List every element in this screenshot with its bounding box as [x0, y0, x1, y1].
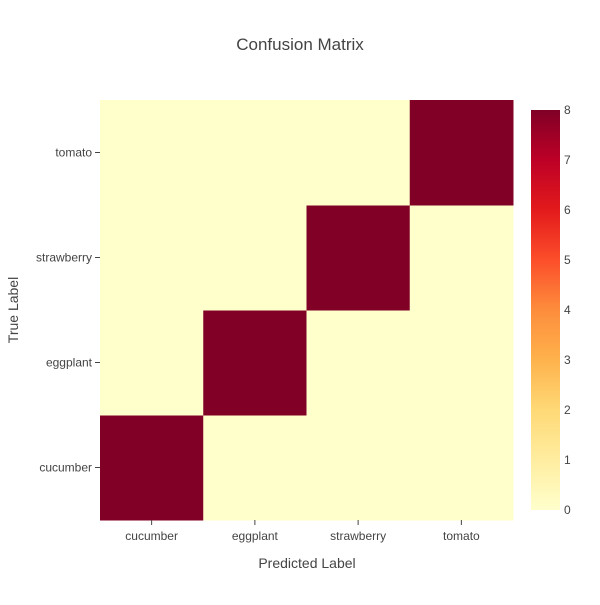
x-tick-label: strawberry	[330, 529, 386, 543]
heatmap-cell-eggplant-eggplant	[203, 310, 307, 416]
y-tick-label: strawberry	[36, 251, 92, 265]
colorbar	[531, 110, 560, 510]
heatmap-cell-tomato-cucumber	[100, 100, 204, 206]
colorbar-tick-label: 1	[564, 453, 571, 467]
chart-title: Confusion Matrix	[236, 35, 364, 54]
heatmap-cell-eggplant-cucumber	[100, 310, 204, 416]
y-tick-label: tomato	[55, 146, 92, 160]
colorbar-tick-label: 5	[564, 253, 571, 267]
heatmap-cell-cucumber-tomato	[409, 415, 514, 521]
heatmap-cell-cucumber-eggplant	[203, 415, 307, 521]
y-axis-title: True Label	[5, 277, 21, 343]
y-tick-label: cucumber	[39, 461, 92, 475]
colorbar-tick-label: 2	[564, 403, 571, 417]
x-tick-label: eggplant	[232, 529, 279, 543]
heatmap-cell-tomato-strawberry	[306, 100, 411, 206]
x-axis-ticks: cucumber eggplant strawberry tomato	[125, 520, 480, 543]
colorbar-tick-label: 3	[564, 353, 571, 367]
colorbar-tick-label: 4	[564, 303, 571, 317]
heatmap-cell-strawberry-tomato	[409, 205, 514, 311]
heatmap-cell-strawberry-strawberry	[306, 205, 411, 311]
colorbar-ticks: 0 1 2 3 4 5 6 7 8	[564, 103, 571, 517]
colorbar-tick-label: 6	[564, 203, 571, 217]
heatmap-cell-tomato-tomato	[409, 100, 514, 206]
heatmap-cell-cucumber-strawberry	[306, 415, 411, 521]
heatmap-cell-tomato-eggplant	[203, 100, 307, 206]
x-tick-label: cucumber	[125, 529, 178, 543]
colorbar-tick-label: 8	[564, 103, 571, 117]
x-tick-label: tomato	[443, 529, 480, 543]
x-axis-title: Predicted Label	[258, 555, 355, 571]
colorbar-tick-label: 7	[564, 153, 571, 167]
heatmap-cell-eggplant-strawberry	[306, 310, 411, 416]
heatmap-cell-cucumber-cucumber	[100, 415, 204, 521]
heatmap-cells	[100, 100, 514, 521]
heatmap-cell-strawberry-eggplant	[203, 205, 307, 311]
y-axis-ticks: cucumber eggplant strawberry tomato	[36, 146, 100, 475]
heatmap-cell-eggplant-tomato	[409, 310, 514, 416]
colorbar-tick-label: 0	[564, 503, 571, 517]
heatmap-cell-strawberry-cucumber	[100, 205, 204, 311]
y-tick-label: eggplant	[46, 356, 93, 370]
